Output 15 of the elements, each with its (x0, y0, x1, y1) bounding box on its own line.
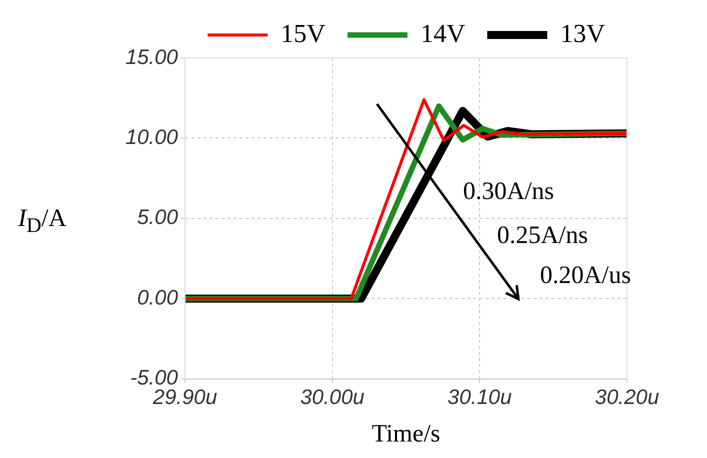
x-tick-label: 30.00u (300, 386, 365, 410)
x-tick-label: 30.20u (594, 386, 660, 410)
annotation: 0.20A/us (540, 262, 631, 290)
legend-label: 13V (560, 18, 606, 48)
y-axis-title: I$_{D}$/A (18, 205, 66, 238)
y-tick-label: 15.00 (125, 46, 178, 69)
annotation: 0.25A/ns (497, 222, 588, 250)
y-tick-label: 5.00 (137, 206, 178, 230)
x-axis-title: Time/s (372, 420, 440, 448)
legend-label: 15V (280, 18, 326, 48)
y-tick-label: 10.00 (125, 126, 178, 150)
legend-label: 14V (420, 18, 466, 48)
y-tick-label: 0.00 (137, 286, 178, 310)
x-tick-label: 30.10u (448, 386, 512, 410)
annotation: 0.30A/ns (463, 178, 554, 206)
